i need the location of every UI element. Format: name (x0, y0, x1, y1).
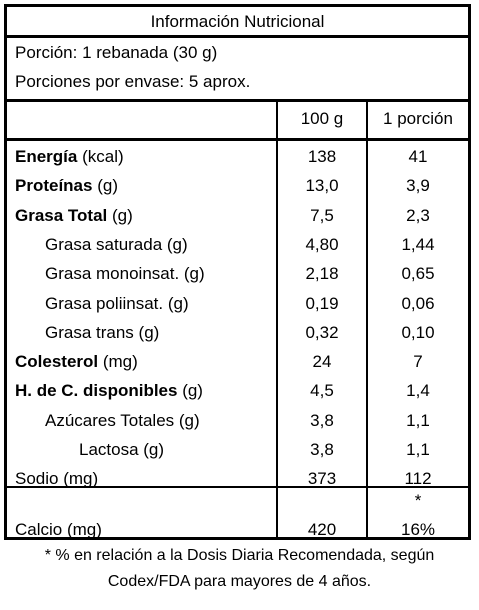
nutrient-name: H. de C. disponibles (15, 381, 178, 400)
nutrient-label: Lactosa (g) (79, 440, 164, 460)
column-header-portion: 1 porción (383, 109, 453, 128)
nutrient-label: Energía (kcal) (15, 147, 124, 167)
calcio-value-portion: 16% (400, 520, 436, 539)
value-100g: 7,5 (310, 206, 334, 225)
nutrient-unit: Grasa monoinsat. (g) (45, 264, 205, 283)
serving-size: Porción: 1 rebanada (30 g) (15, 43, 218, 62)
nutrient-unit: Lactosa (g) (79, 440, 165, 459)
nutrient-label: Grasa Total (g) (15, 206, 133, 226)
divider (7, 486, 468, 488)
footnote: * % en relación a la Dosis Diaria Recome… (0, 543, 479, 595)
nutrient-label: Azúcares Totales (g) (45, 411, 200, 431)
value-100g: 0,19 (305, 294, 339, 313)
calcio-asterisk: * (414, 491, 422, 510)
footnote-line-2: Codex/FDA para mayores de 4 años. (107, 573, 372, 590)
nutrient-label: Grasa saturada (g) (45, 235, 188, 255)
nutrient-unit: (g) (177, 381, 203, 400)
value-100g: 3,8 (310, 411, 334, 430)
value-portion: 0,65 (401, 264, 435, 283)
value-100g: 13,0 (305, 176, 339, 195)
nutrient-label: Grasa poliinsat. (g) (45, 294, 189, 314)
value-100g: 2,18 (305, 264, 339, 283)
servings-per-package: Porciones por envase: 5 aprox. (15, 72, 251, 91)
nutrient-unit: Azúcares Totales (g) (45, 411, 200, 430)
nutrient-unit: Grasa trans (g) (45, 323, 160, 342)
value-100g: 3,8 (310, 440, 334, 459)
nutrient-unit: (g) (107, 206, 133, 225)
nutrient-unit: Grasa poliinsat. (g) (45, 294, 189, 313)
nutrient-unit: (g) (92, 176, 118, 195)
value-100g: 373 (307, 469, 337, 488)
column-divider (276, 100, 278, 537)
value-100g: 0,32 (305, 323, 339, 342)
nutrient-label: Sodio (mg) (15, 469, 98, 489)
table-title: Información Nutricional (150, 12, 325, 31)
calcio-label: Calcio (mg) (15, 520, 102, 539)
value-portion: 1,4 (406, 381, 430, 400)
value-portion: 0,10 (401, 323, 435, 342)
nutrient-label: Grasa monoinsat. (g) (45, 264, 205, 284)
nutrient-unit: Sodio (mg) (15, 469, 99, 488)
value-portion: 2,3 (406, 206, 430, 225)
value-portion: 1,44 (401, 235, 435, 254)
value-portion: 0,06 (401, 294, 435, 313)
nutrient-name: Colesterol (15, 352, 99, 371)
value-100g: 24 (312, 352, 332, 371)
divider (7, 35, 468, 38)
nutrient-name: Grasa Total (15, 206, 108, 225)
nutrient-label: Colesterol (mg) (15, 352, 138, 372)
divider (7, 99, 468, 102)
value-portion: 1,1 (406, 411, 430, 430)
nutrient-unit: Grasa saturada (g) (45, 235, 188, 254)
nutrient-unit: (mg) (98, 352, 138, 371)
value-portion: 1,1 (406, 440, 430, 459)
value-portion: 41 (408, 147, 428, 166)
value-portion: 3,9 (406, 176, 430, 195)
column-header-100g: 100 g (300, 109, 344, 128)
value-100g: 138 (307, 147, 337, 166)
nutrition-facts-table: Información Nutricional Porción: 1 reban… (4, 4, 471, 540)
column-divider (366, 100, 368, 537)
calcio-value-100g: 420 (307, 520, 337, 539)
nutrient-label: Proteínas (g) (15, 176, 118, 196)
nutrient-name: Proteínas (15, 176, 93, 195)
value-portion: 112 (404, 469, 432, 488)
value-portion: 7 (413, 352, 423, 371)
nutrient-label: Grasa trans (g) (45, 323, 159, 343)
footnote-line-1: * % en relación a la Dosis Diaria Recome… (44, 547, 435, 564)
nutrient-unit: (kcal) (77, 147, 124, 166)
value-100g: 4,80 (305, 235, 339, 254)
nutrient-label: H. de C. disponibles (g) (15, 381, 203, 401)
value-100g: 4,5 (310, 381, 334, 400)
nutrient-name: Energía (15, 147, 78, 166)
divider (7, 138, 468, 141)
